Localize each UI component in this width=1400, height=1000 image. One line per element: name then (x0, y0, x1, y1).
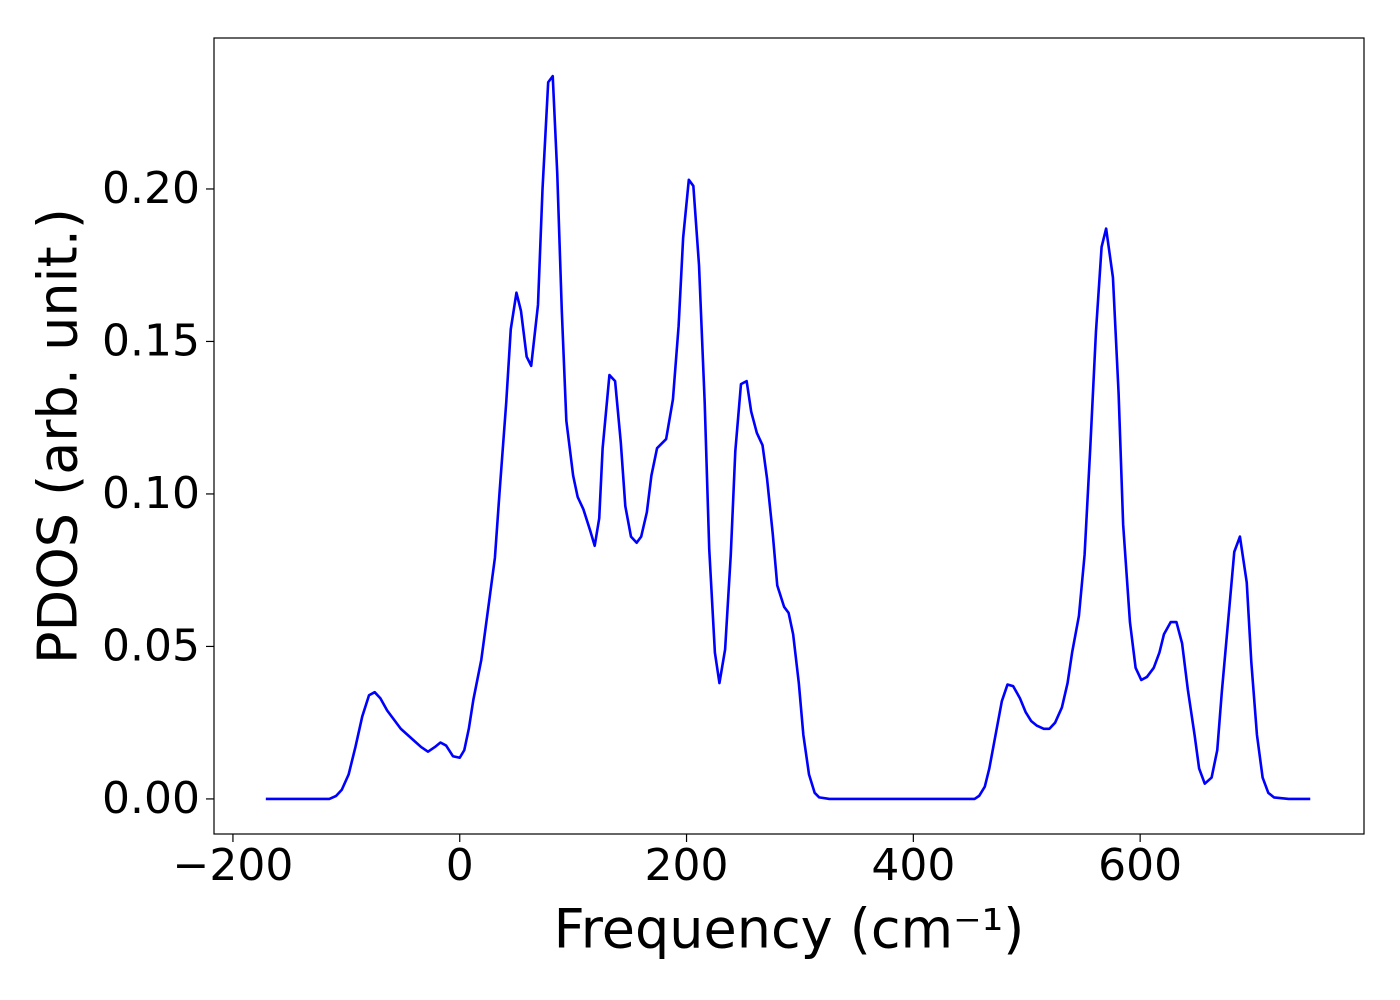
y-tick-label: 0.10 (102, 468, 200, 519)
y-tick-label: 0.05 (102, 620, 200, 671)
y-tick-label: 0.15 (102, 315, 200, 366)
y-tick-label: 0.20 (102, 163, 200, 214)
x-tick-label: 600 (1098, 840, 1182, 891)
x-tick-label: 200 (645, 840, 729, 891)
x-tick-label: −200 (173, 840, 294, 891)
data-line (265, 74, 1311, 801)
y-axis-label: PDOS (arb. unit.) (27, 208, 90, 664)
x-tick-label: 0 (446, 840, 474, 891)
x-tick-label: 400 (871, 840, 955, 891)
plot-frame (213, 37, 1365, 835)
x-axis-label: Frequency (cm⁻¹) (554, 898, 1025, 961)
y-tick-label: 0.00 (102, 773, 200, 824)
